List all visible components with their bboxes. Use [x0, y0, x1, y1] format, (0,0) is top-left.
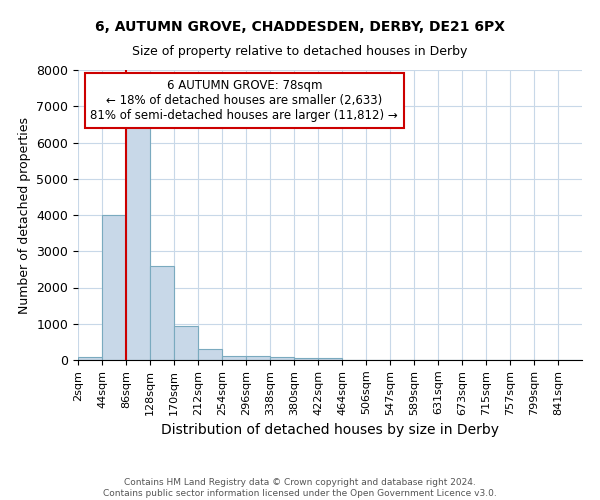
Bar: [246, 356, 270, 360]
Y-axis label: Number of detached properties: Number of detached properties: [18, 116, 31, 314]
Bar: [78, 358, 102, 360]
Bar: [270, 358, 294, 360]
Text: 6, AUTUMN GROVE, CHADDESDEN, DERBY, DE21 6PX: 6, AUTUMN GROVE, CHADDESDEN, DERBY, DE21…: [95, 20, 505, 34]
Bar: [198, 349, 222, 360]
Bar: [222, 356, 246, 360]
Text: Contains HM Land Registry data © Crown copyright and database right 2024.
Contai: Contains HM Land Registry data © Crown c…: [103, 478, 497, 498]
Bar: [318, 358, 342, 360]
Bar: [174, 326, 198, 360]
Text: 6 AUTUMN GROVE: 78sqm
← 18% of detached houses are smaller (2,633)
81% of semi-d: 6 AUTUMN GROVE: 78sqm ← 18% of detached …: [91, 78, 398, 122]
Bar: [150, 266, 174, 360]
Bar: [294, 358, 318, 360]
Bar: [102, 215, 126, 360]
Bar: [126, 120, 150, 360]
Text: Size of property relative to detached houses in Derby: Size of property relative to detached ho…: [133, 45, 467, 58]
X-axis label: Distribution of detached houses by size in Derby: Distribution of detached houses by size …: [161, 423, 499, 437]
